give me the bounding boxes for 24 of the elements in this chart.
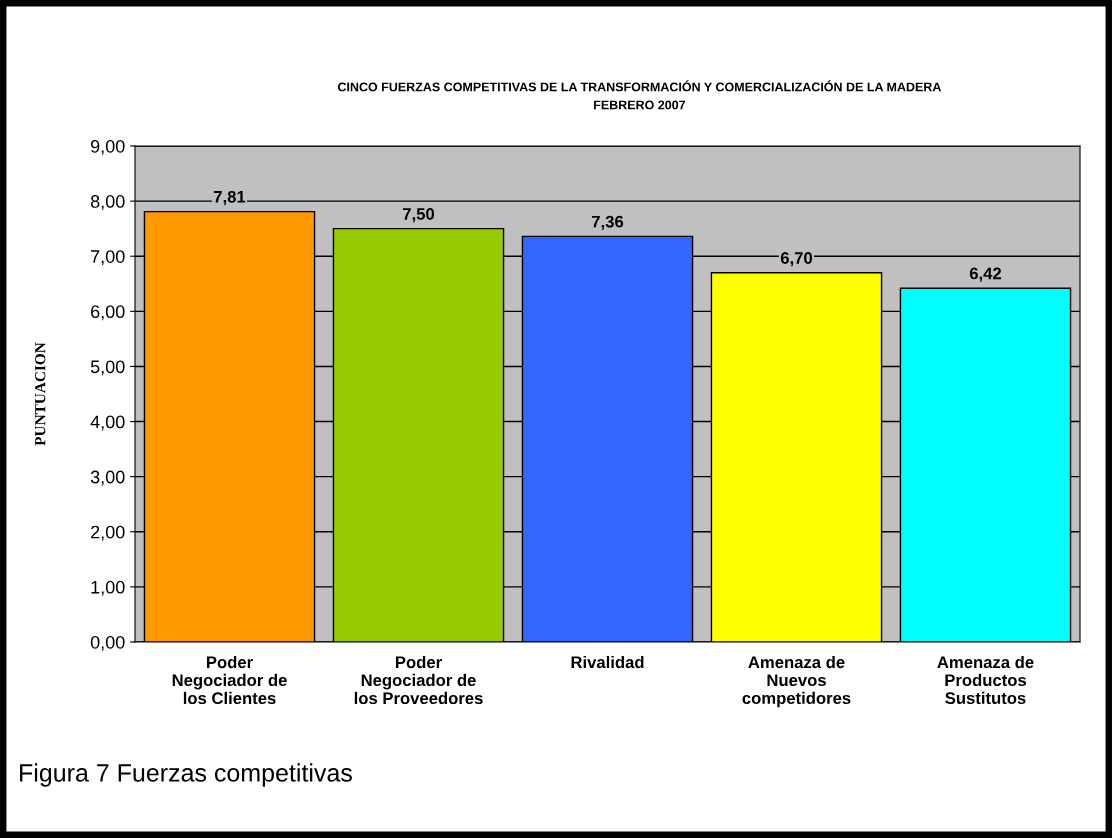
y-tick-label: 5,00 bbox=[90, 360, 125, 376]
y-tick-label: 1,00 bbox=[91, 580, 125, 596]
data-label: 7,36 bbox=[592, 215, 624, 230]
y-tick-label: 3,00 bbox=[90, 470, 125, 486]
x-tick-label: Amenaza de Nuevos competidores bbox=[742, 655, 851, 708]
chart-subtitle: FEBRERO 2007 bbox=[594, 100, 686, 110]
y-tick-label: 7,00 bbox=[91, 250, 125, 266]
y-tick-label: 9,00 bbox=[90, 139, 125, 155]
y-tick-label: 6,00 bbox=[91, 305, 125, 321]
x-tick-label: Amenaza de Productos Sustitutos bbox=[937, 655, 1034, 705]
data-label: 6,70 bbox=[780, 252, 813, 267]
x-tick-label: Poder Negociador de los Clientes bbox=[172, 655, 287, 705]
y-tick-label: 8,00 bbox=[90, 195, 125, 210]
x-tick-label: Rivalidad bbox=[571, 655, 644, 669]
text: Figura 7 Fuerzas competitivas bbox=[20, 763, 352, 787]
chart-title: CINCO FUERZAS COMPETITIVAS DE LA TRANSFORMACIÓN Y COMERCIALIZACIÓN DE LA MADERA bbox=[337, 80, 942, 92]
y-tick-label: 0,00 bbox=[90, 635, 125, 651]
data-label: 7,50 bbox=[403, 208, 435, 223]
data-label: 6,42 bbox=[969, 267, 1002, 282]
x-tick-label: Poder Negociador de los Proveedores bbox=[354, 655, 483, 705]
data-label: 7,81 bbox=[214, 190, 246, 206]
y-axis-title: PUNTUACION bbox=[35, 342, 46, 446]
y-tick-label: 2,00 bbox=[91, 525, 125, 541]
y-tick-label: 4,00 bbox=[90, 415, 125, 431]
